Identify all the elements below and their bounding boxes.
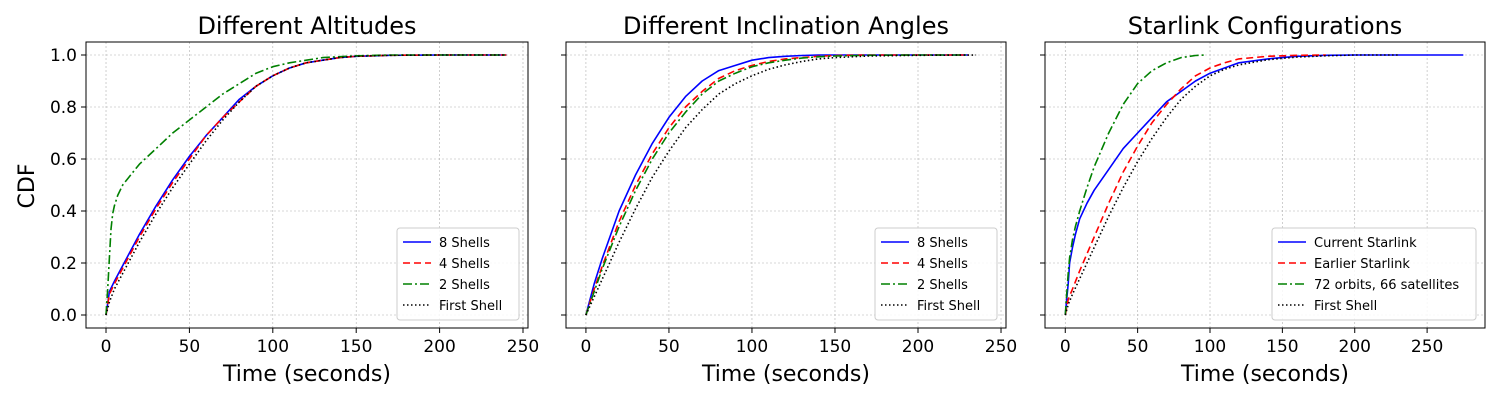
x-tick-label: 150 bbox=[1266, 337, 1298, 357]
series-line-4 bbox=[585, 54, 977, 316]
x-axis-label: Time (seconds) bbox=[701, 362, 870, 387]
legend-label: First Shell bbox=[1314, 299, 1377, 314]
x-tick-label: 150 bbox=[819, 337, 851, 357]
legend-box bbox=[874, 227, 998, 321]
x-tick-label: 200 bbox=[902, 337, 934, 357]
legend-label: 2 Shells bbox=[439, 278, 490, 293]
y-tick-label: 0.4 bbox=[50, 202, 77, 222]
x-tick-label: 100 bbox=[257, 337, 289, 357]
x-axis-label: Time (seconds) bbox=[222, 362, 391, 387]
x-tick-label: 250 bbox=[507, 337, 539, 357]
legend-label: 4 Shells bbox=[439, 257, 490, 272]
y-tick-label: 0.0 bbox=[50, 306, 77, 326]
chart-title: Different Altitudes bbox=[197, 12, 416, 40]
x-tick-label: 50 bbox=[658, 337, 680, 357]
legend-label: 8 Shells bbox=[439, 236, 490, 251]
x-tick-label: 100 bbox=[1194, 337, 1226, 357]
y-tick-label: 0.2 bbox=[50, 254, 77, 274]
plot-frame bbox=[1044, 41, 1486, 329]
plot-frame bbox=[85, 41, 529, 329]
x-tick-label: 100 bbox=[736, 337, 768, 357]
legend-label: 2 Shells bbox=[917, 278, 968, 293]
legend-box bbox=[396, 227, 520, 321]
chart-title: Different Inclination Angles bbox=[623, 12, 949, 40]
series-line-2 bbox=[1064, 54, 1326, 316]
x-tick-label: 50 bbox=[179, 337, 201, 357]
chart-panel-3: 0 50 100 150 200 250 Starlink Configurations Ti… bbox=[1040, 12, 1486, 387]
legend-label: 4 Shells bbox=[917, 257, 968, 272]
x-tick-label: 150 bbox=[340, 337, 372, 357]
y-tick-label: 0.8 bbox=[50, 98, 77, 118]
x-tick-label: 200 bbox=[423, 337, 455, 357]
series-line-4 bbox=[105, 54, 507, 316]
x-tick-label: 200 bbox=[1339, 337, 1371, 357]
legend-label: First Shell bbox=[439, 299, 502, 314]
y-tick-label: 1.0 bbox=[50, 46, 77, 66]
series-line-4 bbox=[1064, 54, 1399, 316]
y-tick-label: 0.6 bbox=[50, 150, 77, 170]
legend-label: 72 orbits, 66 satellites bbox=[1314, 278, 1459, 293]
x-tick-label: 0 bbox=[1060, 337, 1071, 357]
legend: Current Starlink Earlier Starlink 72 orbit… bbox=[1271, 227, 1477, 321]
chart-panel-2: 0 50 100 150 200 250 Different Inclination Ang… bbox=[561, 12, 1017, 387]
chart-title: Starlink Configurations bbox=[1128, 12, 1403, 40]
series-line-3 bbox=[105, 54, 507, 316]
legend-label: Current Starlink bbox=[1314, 236, 1417, 251]
legend-box bbox=[1271, 227, 1477, 321]
x-tick-label: 0 bbox=[581, 337, 592, 357]
legend-label: Earlier Starlink bbox=[1314, 257, 1410, 272]
x-tick-label: 250 bbox=[985, 337, 1017, 357]
legend: 8 Shells 4 Shells 2 Shells First Shell bbox=[874, 227, 998, 321]
legend-label: First Shell bbox=[917, 299, 980, 314]
x-tick-label: 50 bbox=[1127, 337, 1149, 357]
chart-panel-1: 0 50 100 150 200 250 0.0 0.2 0.4 0.6 0.8 1.0 Differe… bbox=[50, 12, 539, 387]
x-tick-label: 0 bbox=[101, 337, 112, 357]
series-line-3 bbox=[1064, 54, 1206, 316]
x-tick-label: 250 bbox=[1411, 337, 1443, 357]
x-axis-label: Time (seconds) bbox=[1180, 362, 1349, 387]
plot-frame bbox=[565, 41, 1007, 329]
legend: 8 Shells 4 Shells 2 Shells First Shell bbox=[396, 227, 520, 321]
y-axis-label: CDF bbox=[15, 164, 40, 209]
legend-label: 8 Shells bbox=[917, 236, 968, 251]
series-line-1 bbox=[585, 54, 968, 316]
